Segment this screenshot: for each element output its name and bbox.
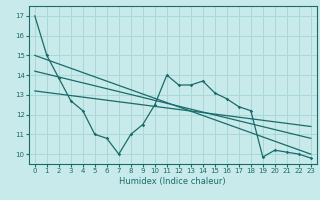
X-axis label: Humidex (Indice chaleur): Humidex (Indice chaleur) [119,177,226,186]
